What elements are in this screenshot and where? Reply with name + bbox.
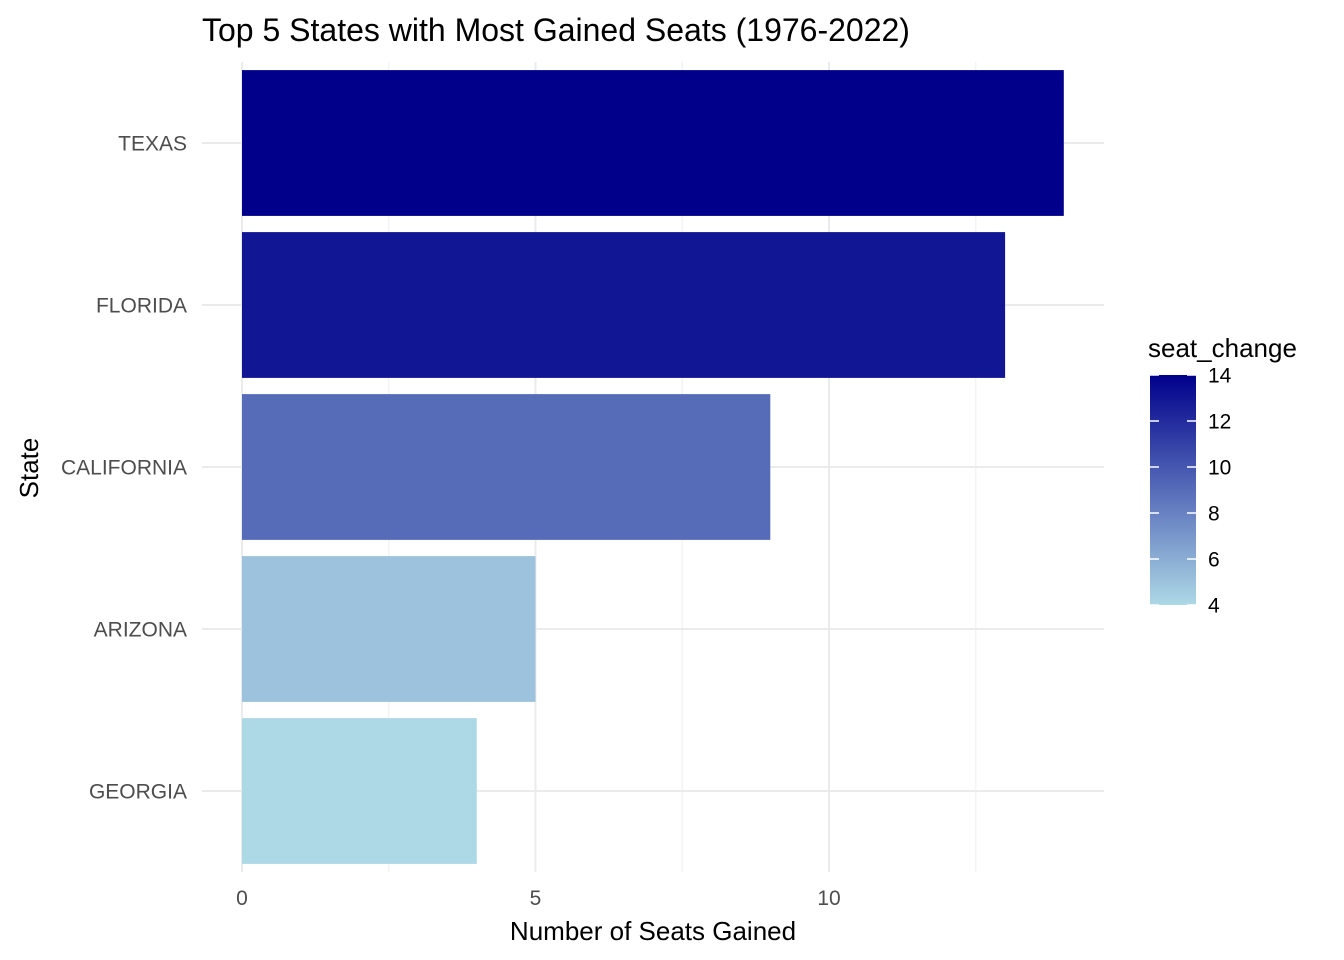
bar-texas <box>242 70 1064 216</box>
chart-title: Top 5 States with Most Gained Seats (197… <box>202 12 910 48</box>
y-tick-label: GEORGIA <box>89 781 187 804</box>
y-tick-label: TEXAS <box>118 133 187 156</box>
legend-tick-label: 12 <box>1208 411 1231 434</box>
x-tick-label: 10 <box>817 887 840 910</box>
x-tick-label: 5 <box>530 887 542 910</box>
legend-tick-label: 10 <box>1208 457 1231 480</box>
y-tick-label: ARIZONA <box>94 619 187 642</box>
legend-tick-label: 4 <box>1208 595 1220 618</box>
bar-arizona <box>242 556 536 702</box>
legend-tick-label: 6 <box>1208 549 1220 572</box>
x-axis-title: Number of Seats Gained <box>510 916 796 946</box>
y-tick-label: CALIFORNIA <box>61 457 187 480</box>
legend-title: seat_change <box>1148 333 1297 363</box>
bar-georgia <box>242 718 477 864</box>
y-tick-label: FLORIDA <box>96 295 187 318</box>
bar-california <box>242 394 771 540</box>
x-axis-tick-labels: 0 5 10 <box>236 887 841 910</box>
legend-tick-label: 14 <box>1208 365 1232 388</box>
legend-tick-label: 8 <box>1208 503 1220 526</box>
bars <box>242 70 1064 864</box>
y-axis-title: State <box>14 438 44 499</box>
legend: seat_change 4 6 8 10 12 14 <box>1148 333 1297 618</box>
bar-florida <box>242 232 1006 378</box>
legend-colorbar <box>1150 375 1196 605</box>
y-axis-tick-labels: TEXAS FLORIDA CALIFORNIA ARIZONA GEORGIA <box>61 133 187 804</box>
x-tick-label: 0 <box>236 887 248 910</box>
legend-ticks: 4 6 8 10 12 14 <box>1150 365 1232 618</box>
